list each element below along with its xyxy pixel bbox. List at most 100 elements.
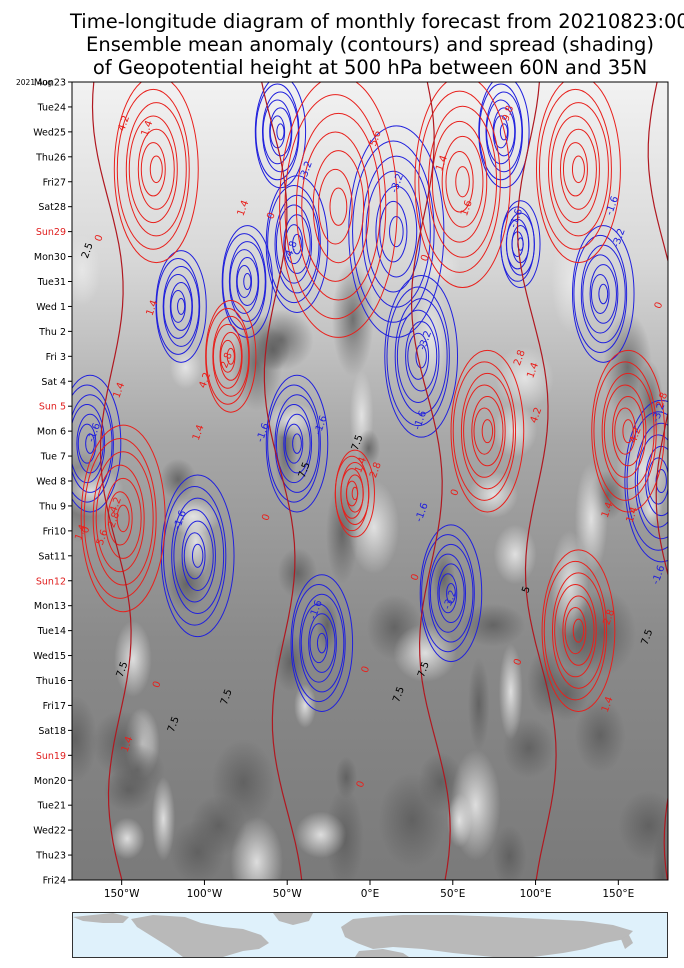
positive-anomaly-contour bbox=[414, 82, 511, 288]
contour-label: 4.2 bbox=[628, 426, 644, 445]
spread-shade-patch bbox=[356, 429, 381, 467]
positive-anomaly-contour bbox=[95, 464, 145, 573]
zero-anomaly-contour bbox=[91, 82, 132, 880]
negative-anomaly-contour bbox=[438, 573, 458, 614]
contour-label: 1.4 bbox=[191, 423, 207, 442]
contour-label: 0 bbox=[512, 657, 525, 667]
positive-anomaly-contour bbox=[128, 115, 178, 224]
spread-shade-patch bbox=[393, 624, 457, 682]
positive-anomaly-contour bbox=[559, 128, 597, 210]
negative-anomaly-contour bbox=[228, 241, 266, 322]
time-tick-label: Wed25 bbox=[33, 127, 66, 138]
north-america-landmass bbox=[131, 915, 269, 957]
positive-anomaly-contour bbox=[603, 384, 647, 478]
contour-label: 2.8 bbox=[368, 461, 384, 480]
negative-anomaly-contour bbox=[590, 273, 610, 314]
negative-anomaly-contour bbox=[352, 140, 435, 323]
contour-label: 9.8 bbox=[500, 104, 516, 123]
time-tick-label: Tue14 bbox=[37, 626, 66, 637]
spread-shade-patch bbox=[467, 657, 490, 751]
time-tick-label: Sun12 bbox=[36, 576, 66, 587]
positive-anomaly-contour bbox=[318, 168, 353, 245]
negative-anomaly-contour bbox=[429, 553, 467, 633]
longitude-tick-label: 50°W bbox=[273, 888, 303, 900]
negative-anomaly-contour bbox=[236, 265, 253, 298]
negative-anomaly-contour bbox=[72, 374, 122, 513]
negative-anomaly-contour bbox=[243, 273, 252, 290]
negative-anomaly-contour bbox=[379, 200, 408, 263]
year-month-label: 2021 Aug bbox=[16, 78, 52, 87]
positive-anomaly-contour bbox=[212, 323, 243, 389]
spread-shade-patch bbox=[468, 471, 519, 519]
spread-shade-patch bbox=[335, 756, 358, 799]
spread-shade-patch bbox=[450, 749, 501, 861]
positive-anomaly-contour bbox=[593, 361, 657, 501]
time-tick-label: Sat18 bbox=[38, 726, 66, 737]
spread-shade-patch bbox=[574, 698, 626, 773]
positive-anomaly-contour bbox=[83, 437, 157, 599]
positive-anomaly-contour bbox=[428, 105, 498, 258]
contour-label: 7.5 bbox=[416, 660, 432, 679]
positive-anomaly-contour bbox=[550, 115, 600, 224]
contour-label: 2.8 bbox=[654, 391, 670, 410]
time-tick-label: Mon 6 bbox=[37, 427, 66, 438]
spread-shade-patch bbox=[551, 227, 591, 333]
negative-anomaly-contour bbox=[626, 411, 668, 551]
negative-anomaly-contour bbox=[589, 264, 617, 324]
longitude-axis: 150°W 100°W 50°W 0°E 50°E 100°E 150°E bbox=[104, 880, 634, 900]
negative-anomaly-contour bbox=[177, 297, 186, 315]
contour-label: 1.4 bbox=[140, 119, 156, 138]
positive-anomaly-contour bbox=[418, 90, 501, 273]
negative-anomaly-contour bbox=[72, 384, 114, 503]
contour-label: 0 bbox=[260, 513, 273, 523]
contour-label: 5.6 bbox=[95, 528, 111, 547]
zero-anomaly-contour bbox=[410, 82, 451, 880]
spread-shade-patch bbox=[72, 695, 98, 783]
negative-anomaly-contour bbox=[291, 584, 346, 703]
positive-anomaly-contour bbox=[312, 150, 365, 264]
time-tick-label: Wed22 bbox=[33, 826, 66, 837]
time-tick-label: Thu 9 bbox=[38, 501, 66, 512]
positive-anomaly-contour bbox=[471, 395, 504, 467]
time-tick-label: Tue 7 bbox=[40, 452, 66, 463]
positive-anomaly-contour bbox=[572, 618, 585, 643]
spread-shade-patch bbox=[495, 346, 554, 410]
positive-anomaly-contour bbox=[473, 407, 496, 455]
negative-anomaly-contour bbox=[407, 332, 430, 380]
reference-map bbox=[72, 912, 668, 958]
contour-label: 1.4 bbox=[73, 523, 89, 542]
spread-shade-patch bbox=[543, 667, 589, 721]
longitude-tick-label: 100°W bbox=[187, 888, 223, 900]
negative-anomaly-contour bbox=[572, 225, 635, 363]
negative-anomaly-contour bbox=[292, 433, 302, 454]
positive-anomaly-contour bbox=[301, 131, 370, 282]
negative-anomaly-contour bbox=[236, 257, 259, 306]
negative-anomaly-contour bbox=[384, 275, 459, 438]
contour-label: 7.5 bbox=[640, 628, 656, 647]
negative-anomaly-contour bbox=[283, 413, 311, 474]
positive-anomaly-contour bbox=[612, 395, 645, 467]
negative-anomaly-contour bbox=[155, 250, 207, 363]
negative-anomaly-contour bbox=[191, 543, 204, 568]
negative-anomaly-contour bbox=[255, 83, 300, 181]
contour-label: 1.4 bbox=[434, 154, 450, 173]
positive-anomaly-contour bbox=[535, 82, 621, 264]
negative-anomaly-contour bbox=[478, 83, 523, 181]
negative-anomaly-contour bbox=[77, 423, 97, 464]
positive-anomaly-contour bbox=[614, 407, 637, 455]
time-tick-label: Mon20 bbox=[34, 776, 66, 787]
contour-label: 4.2 bbox=[198, 371, 214, 390]
contour-label: 7.5 bbox=[297, 461, 313, 480]
contour-label: 0 bbox=[419, 253, 432, 263]
negative-anomaly-contour bbox=[421, 534, 475, 653]
negative-anomaly-contour bbox=[499, 123, 509, 141]
negative-anomaly-contour bbox=[486, 99, 516, 165]
positive-anomaly-contour bbox=[445, 151, 474, 213]
positive-anomaly-contour bbox=[92, 451, 154, 586]
spread-shade-patch bbox=[151, 777, 176, 861]
negative-anomaly-contour bbox=[624, 399, 668, 563]
negative-anomaly-contour bbox=[428, 543, 474, 643]
spread-shade-patch bbox=[114, 620, 152, 697]
negative-anomaly-contour bbox=[156, 258, 201, 355]
